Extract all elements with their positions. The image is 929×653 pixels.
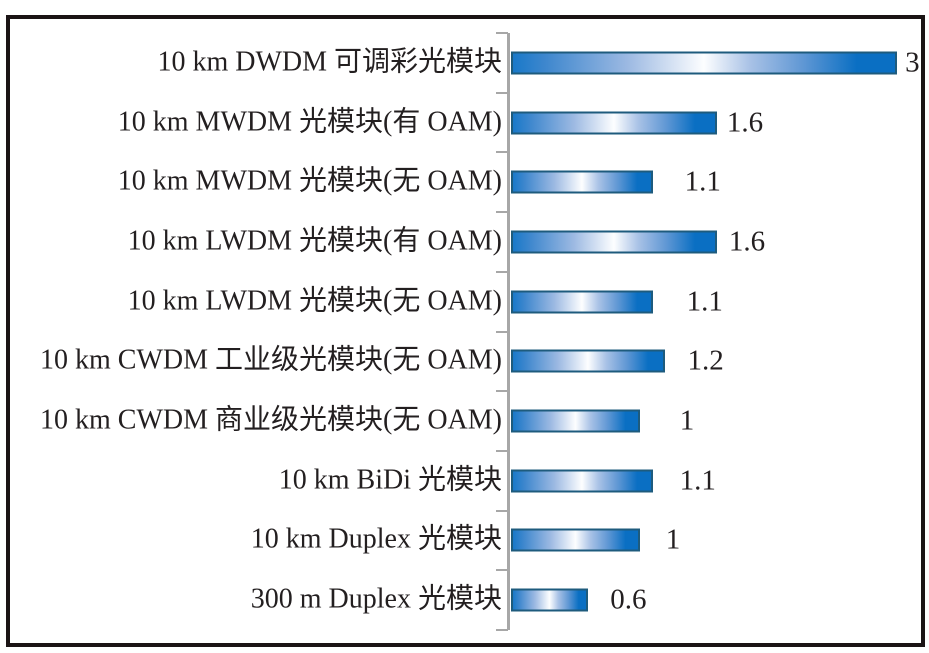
bar bbox=[511, 349, 666, 373]
axis-tick bbox=[496, 569, 508, 572]
category-label: 10 km MWDM 光模块(无 OAM) bbox=[117, 165, 502, 197]
category-label: 10 km Duplex 光模块 bbox=[250, 524, 502, 556]
axis-tick bbox=[496, 32, 508, 34]
bar bbox=[511, 230, 717, 254]
category-label: 10 km BiDi 光模块 bbox=[278, 464, 502, 496]
value-label: 1.1 bbox=[684, 165, 721, 198]
bar bbox=[511, 528, 640, 552]
category-label: 300 m Duplex 光模块 bbox=[250, 583, 502, 615]
value-label: 1 bbox=[679, 404, 695, 437]
bar bbox=[511, 111, 717, 135]
value-label: 1 bbox=[665, 523, 681, 556]
figure-frame bbox=[6, 15, 925, 647]
bar bbox=[511, 469, 653, 493]
axis-tick bbox=[496, 390, 508, 393]
y-axis-line bbox=[507, 33, 510, 630]
category-label: 10 km CWDM 工业级光模块(无 OAM) bbox=[40, 344, 502, 376]
axis-tick bbox=[496, 449, 508, 452]
category-label: 10 km CWDM 商业级光模块(无 OAM) bbox=[40, 404, 502, 436]
axis-tick bbox=[496, 330, 508, 333]
axis-tick bbox=[496, 211, 508, 214]
value-label: 1.1 bbox=[686, 285, 723, 318]
axis-tick bbox=[496, 629, 508, 631]
category-label: 10 km DWDM 可调彩光模块 bbox=[157, 46, 502, 78]
bar bbox=[511, 409, 640, 433]
axis-tick bbox=[496, 509, 508, 512]
value-label: 1.2 bbox=[687, 344, 724, 377]
axis-tick bbox=[496, 91, 508, 94]
bar bbox=[511, 170, 653, 194]
value-label: 0.6 bbox=[610, 583, 647, 616]
category-label: 10 km MWDM 光模块(有 OAM) bbox=[117, 106, 502, 138]
category-label: 10 km LWDM 光模块(无 OAM) bbox=[127, 285, 502, 317]
value-label: 1.1 bbox=[679, 464, 716, 497]
category-label: 10 km LWDM 光模块(有 OAM) bbox=[127, 225, 502, 257]
axis-tick bbox=[496, 270, 508, 273]
bar bbox=[511, 51, 898, 75]
value-label: 1.6 bbox=[726, 106, 764, 139]
value-label: 1.6 bbox=[728, 225, 766, 258]
bar bbox=[511, 588, 589, 612]
bar bbox=[511, 290, 653, 314]
value-label: 3 bbox=[905, 46, 920, 79]
axis-tick bbox=[496, 151, 508, 154]
